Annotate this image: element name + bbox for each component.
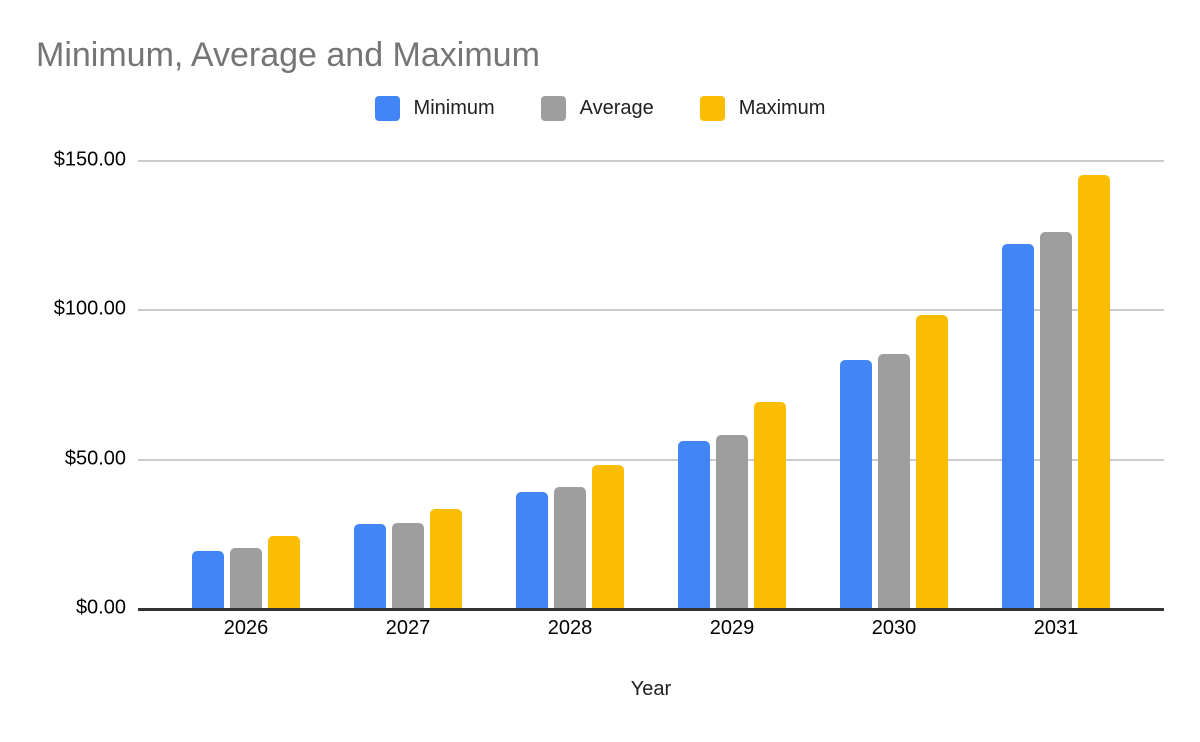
bar-maximum-2031	[1078, 174, 1110, 608]
bar-average-2029	[716, 434, 748, 608]
legend-item-maximum: Maximum	[699, 96, 826, 121]
bar-maximum-2030	[916, 315, 948, 608]
y-tick-label: $150.00	[53, 148, 126, 171]
x-axis-labels: 2026 2027 2028 2029 2030 2031	[138, 617, 1164, 640]
gridline	[138, 309, 1164, 312]
bar-average-2027	[392, 522, 424, 608]
bar-minimum-2027	[354, 524, 386, 608]
x-tick-label: 2030	[871, 617, 917, 639]
bar-group-2029	[678, 401, 786, 608]
bar-group-2030	[840, 315, 948, 608]
bar-maximum-2028	[592, 464, 624, 608]
plot-area	[138, 160, 1164, 611]
bar-average-2030	[878, 354, 910, 608]
bar-maximum-2027	[430, 509, 462, 608]
gridline	[138, 458, 1164, 461]
bar-group-2026	[192, 536, 300, 608]
y-tick-label: $100.00	[53, 297, 126, 320]
bar-minimum-2026	[192, 551, 224, 608]
bar-group-2027	[354, 509, 462, 608]
legend-swatch-icon	[374, 96, 400, 121]
bar-maximum-2026	[268, 536, 300, 608]
x-tick-label: 2031	[1033, 617, 1079, 639]
chart-legend: Minimum Average Maximum	[0, 96, 1200, 121]
x-axis-title: Year	[630, 678, 672, 700]
legend-item-minimum: Minimum	[374, 96, 495, 121]
legend-item-average: Average	[540, 96, 654, 121]
legend-label: Minimum	[413, 97, 495, 119]
gridline	[138, 160, 1164, 162]
chart-title: Minimum, Average and Maximum	[36, 36, 540, 74]
y-tick-label: $0.00	[75, 596, 126, 619]
bar-minimum-2028	[516, 491, 548, 608]
x-tick-label: 2029	[709, 617, 755, 639]
x-tick-label: 2026	[223, 617, 269, 639]
y-tick-label: $50.00	[64, 447, 126, 470]
bar-minimum-2031	[1002, 243, 1034, 608]
bar-average-2026	[230, 548, 262, 608]
bar-average-2028	[554, 487, 586, 608]
x-tick-label: 2028	[547, 617, 593, 639]
legend-label: Maximum	[738, 97, 826, 119]
y-axis-labels: $0.00 $50.00 $100.00 $150.00	[0, 149, 126, 619]
bar-minimum-2029	[678, 440, 710, 608]
legend-label: Average	[579, 97, 654, 119]
x-axis-line	[138, 608, 1164, 611]
bar-group-2031	[1002, 174, 1110, 608]
bar-average-2031	[1040, 231, 1072, 608]
legend-swatch-icon	[699, 96, 725, 121]
bar-minimum-2030	[840, 360, 872, 608]
bars-row	[138, 160, 1164, 608]
legend-swatch-icon	[540, 96, 566, 121]
x-tick-label: 2027	[385, 617, 431, 639]
bar-maximum-2029	[754, 401, 786, 608]
bar-group-2028	[516, 464, 624, 608]
